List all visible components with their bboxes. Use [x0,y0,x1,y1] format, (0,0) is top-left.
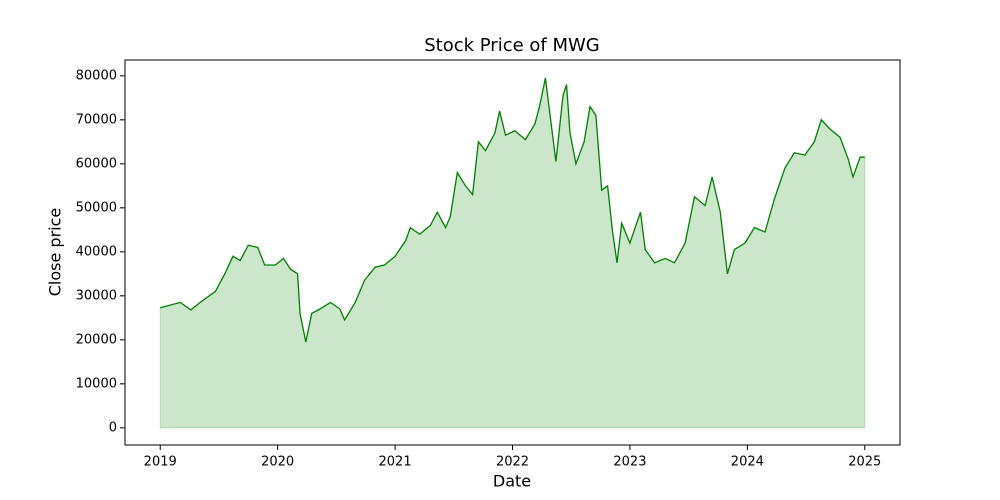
y-tick-label: 70000 [76,112,117,127]
y-tick-label: 40000 [76,244,117,259]
area-fill [159,77,866,429]
x-tick-label: 2022 [496,455,529,470]
x-tick-label: 2021 [379,455,412,470]
price-line [160,77,865,343]
x-tick-label: 2023 [613,455,646,470]
x-tick-label: 2019 [144,455,177,470]
y-tick-label: 20000 [76,332,117,347]
y-axis-label: Close price [46,208,65,297]
x-tick-label: 2020 [261,455,294,470]
y-tick-label: 10000 [76,376,117,391]
y-tick-label: 0 [109,420,117,435]
x-tick-label: 2025 [848,455,881,470]
y-tick-label: 60000 [76,156,117,171]
chart-title: Stock Price of MWG [424,35,600,56]
y-tick-label: 50000 [76,200,117,215]
x-tick-label: 2024 [731,455,764,470]
x-axis-label: Date [493,472,531,491]
y-tick-label: 80000 [76,68,117,83]
y-tick-label: 30000 [76,288,117,303]
